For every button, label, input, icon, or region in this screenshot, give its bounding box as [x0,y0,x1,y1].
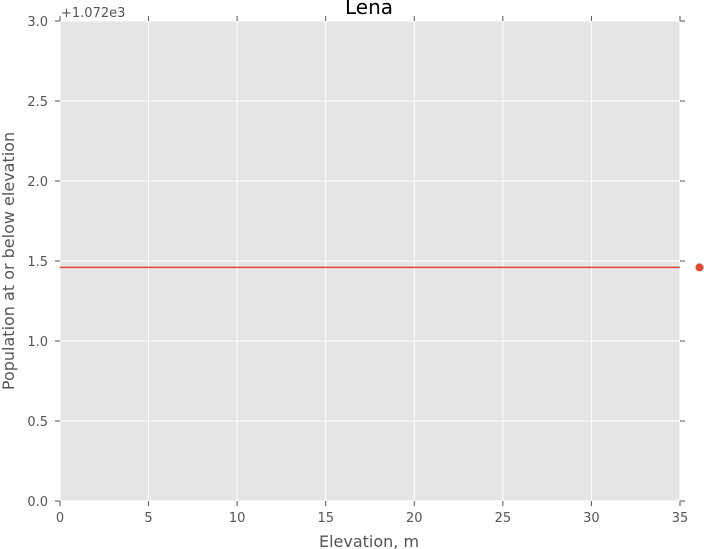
x-tick-label: 5 [144,511,152,526]
series-layer [60,263,704,272]
y-tick-label: 3.0 [27,15,48,30]
x-axis-label: Elevation, m [319,532,419,549]
x-tick-label: 35 [672,511,689,526]
y-tick-label: 1.0 [27,335,48,350]
y-tick-label: 1.5 [27,255,48,270]
x-tick-label: 25 [495,511,512,526]
ticks: 0 5 10 15 20 25 30 35 0.0 0.5 1.0 1.5 2.0 2.5 3.0 [27,15,688,526]
y-axis-label: Population at or below elevation [0,132,18,390]
y-tick-label: 2.0 [27,175,48,190]
data-point [695,263,704,272]
x-tick-label: 30 [583,511,600,526]
chart-title: Lena [345,0,393,19]
y-tick-label: 0.5 [27,415,48,430]
x-tick-label: 10 [229,511,246,526]
x-tick-label: 15 [317,511,334,526]
x-tick-label: 20 [406,511,423,526]
y-tick-label: 0.0 [27,495,48,510]
y-offset-label: +1.072e3 [61,6,125,21]
x-tick-label: 0 [56,511,64,526]
y-tick-label: 2.5 [27,95,48,110]
